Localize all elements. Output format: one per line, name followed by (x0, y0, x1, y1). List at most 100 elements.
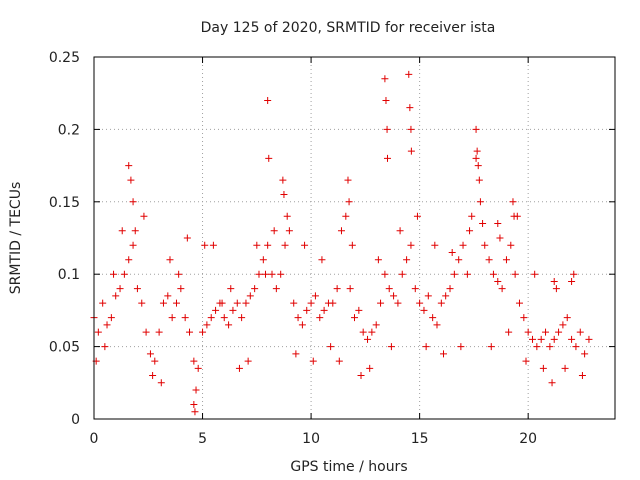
data-point (281, 241, 289, 249)
data-point (475, 176, 483, 184)
data-point (474, 162, 482, 170)
data-point (164, 292, 172, 300)
grid-lines (94, 57, 615, 419)
data-point (522, 357, 530, 365)
data-point (309, 357, 317, 365)
data-point (494, 220, 502, 228)
data-point (494, 277, 502, 285)
data-point (157, 379, 165, 387)
data-point (385, 285, 393, 293)
data-point (387, 343, 395, 351)
data-point (112, 292, 120, 300)
data-point (131, 227, 139, 235)
data-point (476, 198, 484, 206)
data-point (212, 306, 220, 314)
data-point (194, 364, 202, 372)
data-point (472, 125, 480, 133)
data-point (364, 335, 372, 343)
chart-title: Day 125 of 2020, SRMTID for receiver ist… (201, 20, 496, 36)
data-point (568, 335, 576, 343)
data-point (316, 314, 324, 322)
data-point (264, 96, 272, 104)
x-tick-label: 5 (198, 431, 207, 447)
data-point (455, 256, 463, 264)
data-point (550, 277, 558, 285)
data-point (235, 364, 243, 372)
data-point (238, 314, 246, 322)
data-point (479, 220, 487, 228)
data-point (138, 299, 146, 307)
data-point (177, 285, 185, 293)
data-point (383, 154, 391, 162)
data-point (186, 328, 194, 336)
data-point (366, 364, 374, 372)
data-point (345, 198, 353, 206)
x-tick-label: 15 (411, 431, 429, 447)
data-point (199, 328, 207, 336)
data-point (253, 241, 261, 249)
data-point (550, 335, 558, 343)
data-point (511, 270, 519, 278)
data-point (344, 176, 352, 184)
data-point (229, 306, 237, 314)
data-point (507, 241, 515, 249)
data-point (246, 292, 254, 300)
data-point (140, 212, 148, 220)
data-point (203, 321, 211, 329)
data-point (255, 270, 263, 278)
data-point (529, 335, 537, 343)
data-point (190, 357, 198, 365)
data-point (542, 328, 550, 336)
data-point (403, 256, 411, 264)
data-point (280, 191, 288, 199)
data-point (374, 256, 382, 264)
data-point (416, 299, 424, 307)
data-point (382, 96, 390, 104)
data-point (407, 147, 415, 155)
data-point (407, 125, 415, 133)
x-tick-label: 0 (90, 431, 99, 447)
data-point (172, 299, 180, 307)
data-point (377, 299, 385, 307)
data-point (581, 350, 589, 358)
data-point (576, 328, 584, 336)
y-tick-label: 0.05 (49, 340, 80, 356)
data-point (405, 70, 413, 78)
data-point (242, 299, 250, 307)
x-tick-label: 20 (519, 431, 537, 447)
data-point (398, 270, 406, 278)
data-point (220, 314, 228, 322)
data-point (413, 212, 421, 220)
data-point (359, 328, 367, 336)
data-point (209, 241, 217, 249)
data-point (509, 198, 517, 206)
data-point (129, 241, 137, 249)
data-point (442, 292, 450, 300)
data-point (498, 285, 506, 293)
data-point (351, 314, 358, 322)
data-point (190, 401, 198, 409)
data-point (327, 343, 335, 351)
data-point (407, 241, 415, 249)
data-point (233, 299, 241, 307)
data-point (107, 314, 115, 322)
data-point (333, 285, 341, 293)
data-point (468, 212, 476, 220)
data-point (357, 372, 365, 380)
data-point (146, 350, 154, 358)
data-point (285, 227, 293, 235)
data-point (424, 292, 432, 300)
data-point (459, 241, 467, 249)
data-point (303, 306, 311, 314)
data-point (463, 270, 471, 278)
data-point (301, 241, 309, 249)
data-point (472, 154, 480, 162)
data-point (355, 306, 363, 314)
data-point (513, 212, 521, 220)
data-point (546, 343, 554, 351)
data-point (283, 212, 291, 220)
data-point (279, 176, 287, 184)
data-point (531, 270, 539, 278)
data-point (473, 147, 481, 155)
